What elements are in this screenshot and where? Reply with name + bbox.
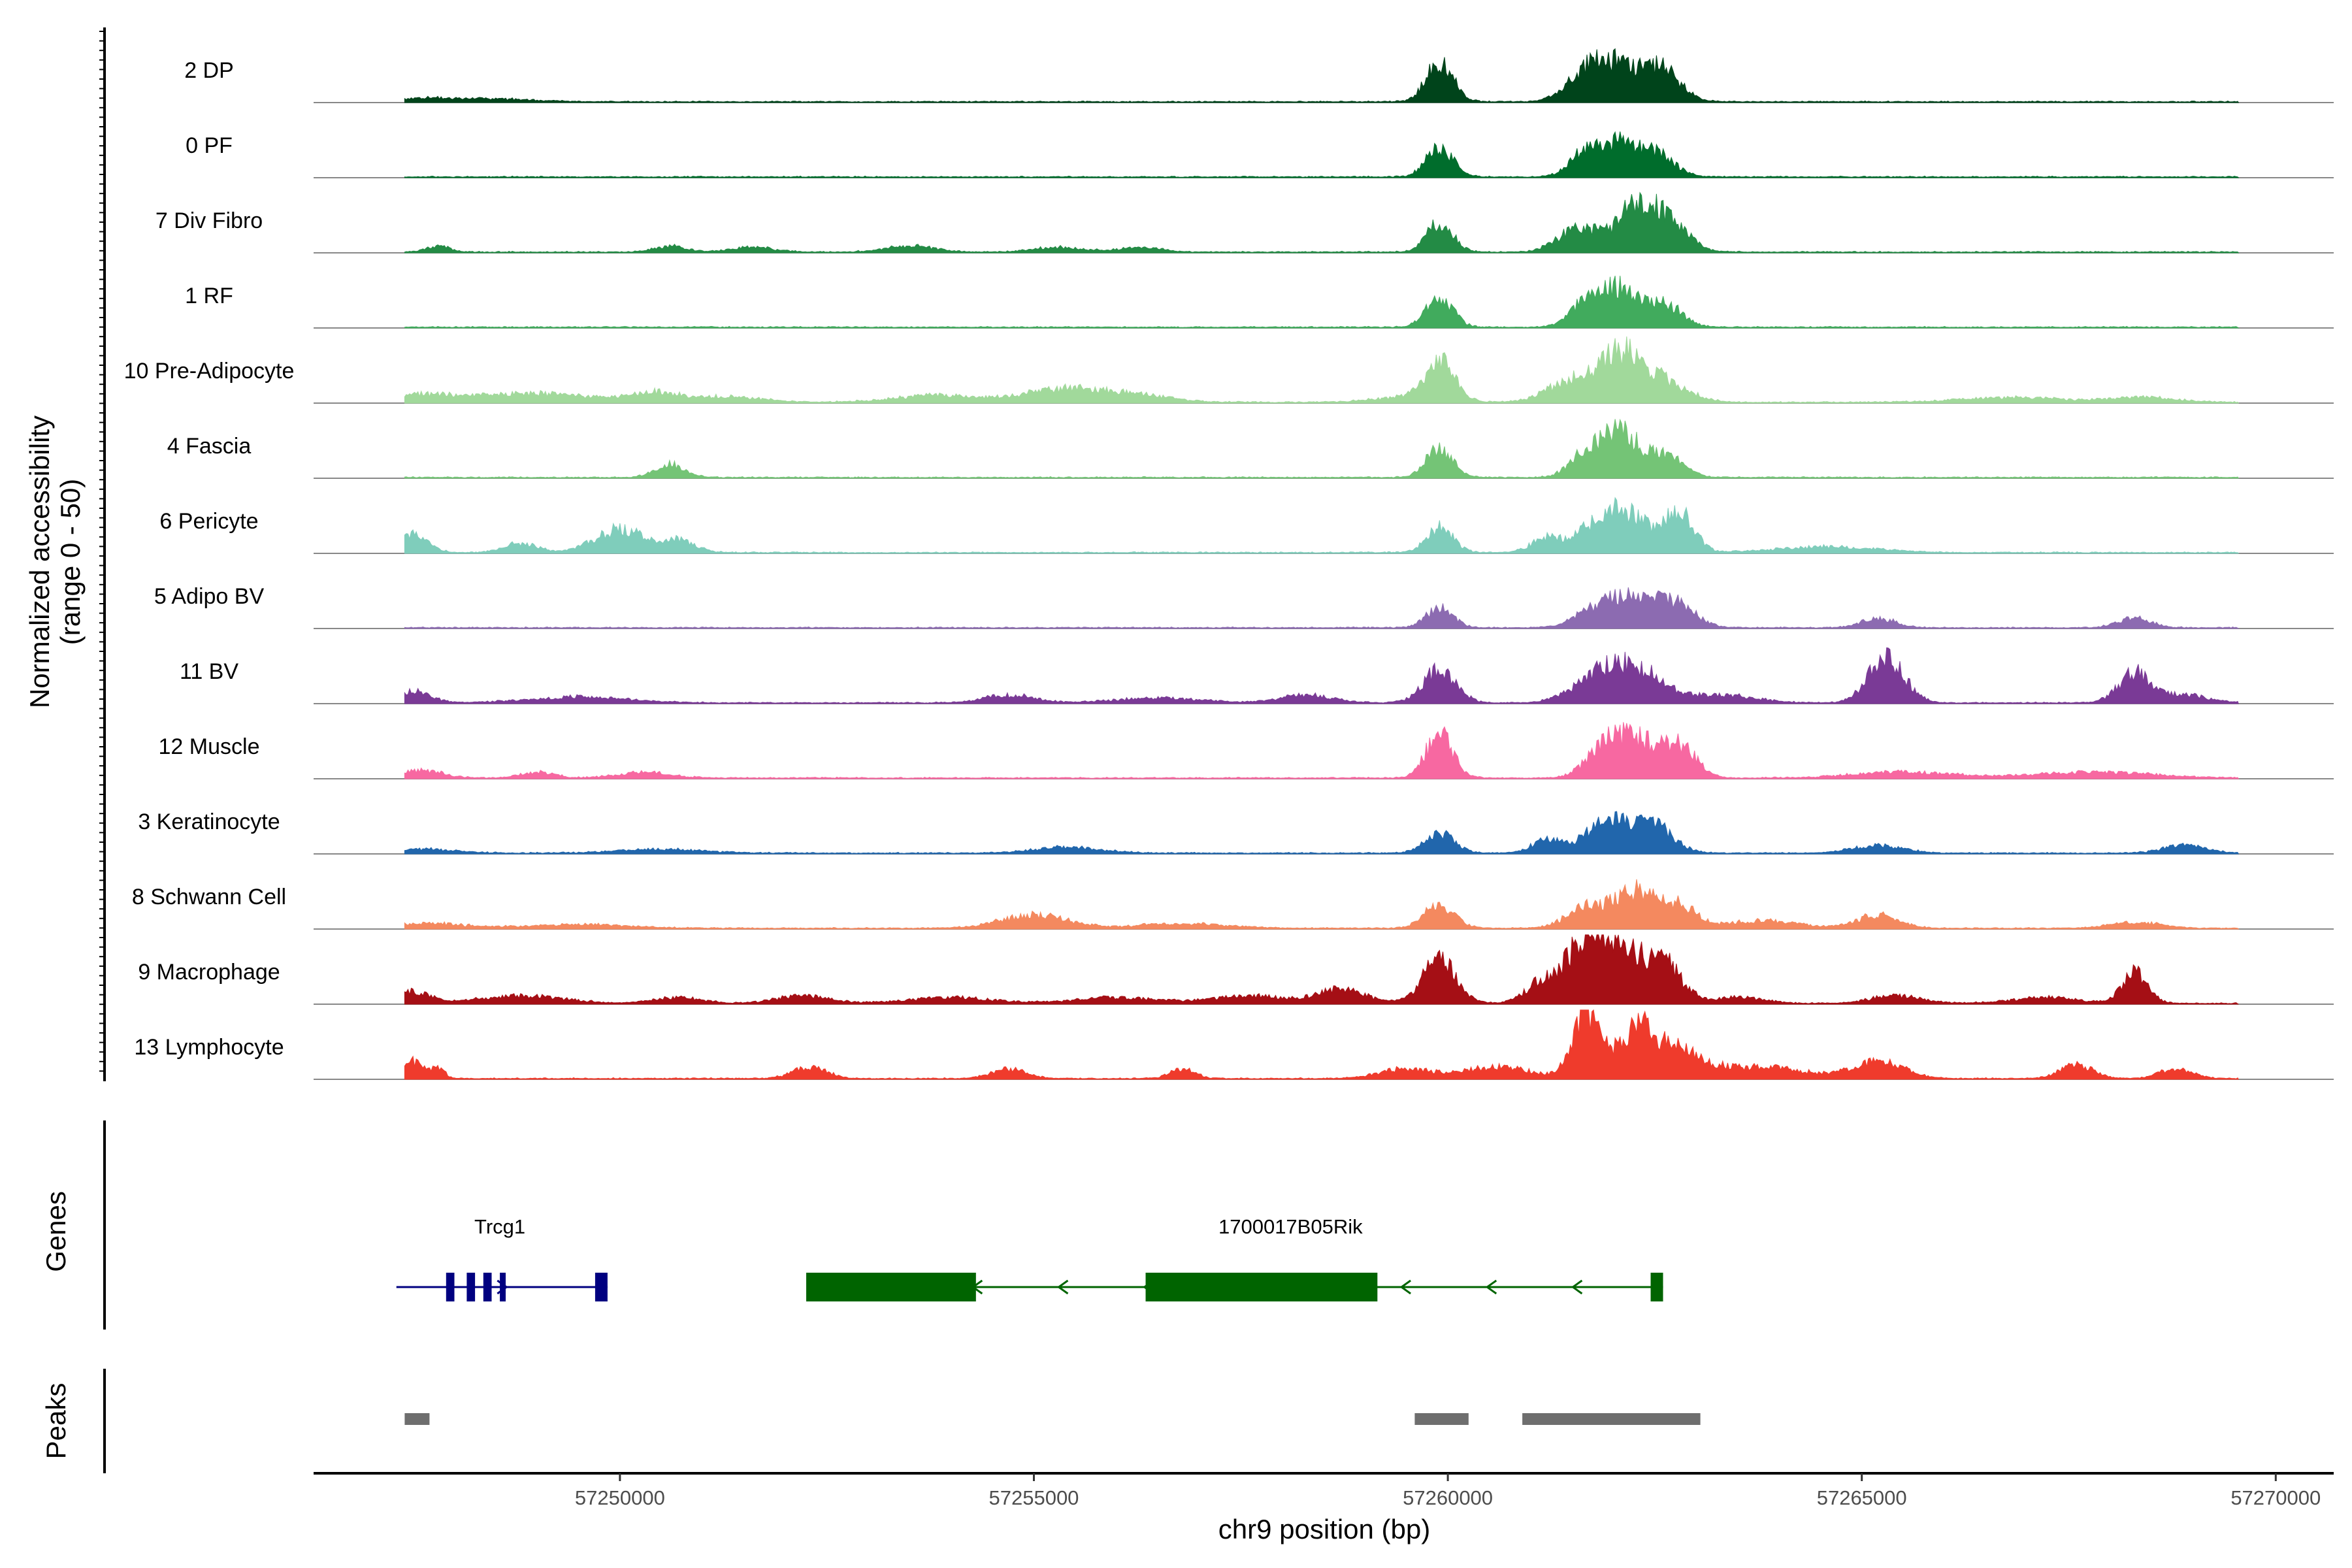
track-label: 3 Keratinocyte [138, 809, 280, 834]
track-label: 8 Schwann Cell [132, 885, 286, 909]
gene-exon [1145, 1273, 1378, 1301]
gene-exon [466, 1273, 476, 1301]
peak-region [1522, 1413, 1701, 1425]
coverage-area [404, 191, 2240, 253]
coverage-y-ticks [99, 31, 105, 1072]
track-label: 11 BV [180, 659, 238, 684]
x-tick-label: 57250000 [575, 1486, 665, 1509]
gene-label: Trcg1 [474, 1215, 525, 1238]
x-tick-label: 57270000 [2230, 1486, 2321, 1509]
coverage-area [404, 497, 2240, 554]
peaks-panel-title: Peaks [41, 1383, 71, 1460]
track-label: 0 PF [186, 133, 233, 158]
strand-arrow [1399, 1279, 1411, 1295]
coverage-area [404, 647, 2240, 704]
gene-exon [1650, 1273, 1663, 1301]
x-tick-label: 57255000 [989, 1486, 1079, 1509]
track-label: 6 Pericyte [159, 509, 258, 534]
coverage-area [404, 131, 2240, 178]
coverage-tracks [314, 48, 2334, 1080]
peak-regions [404, 1413, 1701, 1425]
track-label: 9 Macrophage [138, 960, 280, 985]
coverage-area [404, 418, 2240, 479]
gene-exon [595, 1273, 608, 1301]
strand-arrow [1485, 1279, 1497, 1295]
track-label: 13 Lymphocyte [134, 1035, 284, 1060]
strand-arrow [1571, 1279, 1583, 1295]
track-label: 4 Fascia [167, 434, 252, 459]
coverage-area [404, 276, 2240, 329]
gene-exon [500, 1273, 506, 1301]
peak-region [404, 1413, 430, 1425]
coverage-area [404, 48, 2240, 103]
genes-panel-title: Genes [41, 1191, 71, 1272]
track-label: 10 Pre-Adipocyte [124, 359, 295, 384]
gene-exon [446, 1273, 455, 1301]
coverage-area [404, 811, 2240, 855]
track-label: 1 RF [185, 284, 233, 308]
coverage-area [404, 879, 2240, 930]
y-axis-title-line1: Normalized accessibility [24, 416, 55, 708]
x-axis-ticks: 57250000 57255000 57260000 57265000 57270000 [575, 1473, 2321, 1509]
gene-annotations: Trcg1 1700017B05Rik [396, 1215, 1663, 1301]
track-label: 12 Muscle [159, 734, 260, 759]
x-tick-label: 57265000 [1817, 1486, 1907, 1509]
gene-exon [483, 1273, 492, 1301]
coverage-area [404, 1009, 2240, 1080]
track-labels: 2 DP 0 PF 7 Div Fibro 1 RF 10 Pre-Adipocyte 4… [124, 58, 295, 1060]
track-label: 2 DP [184, 58, 234, 83]
gene-label: 1700017B05Rik [1218, 1215, 1363, 1238]
x-tick-label: 57260000 [1403, 1486, 1493, 1509]
coverage-area [404, 587, 2240, 629]
coverage-area [404, 336, 2240, 404]
coverage-area [404, 934, 2239, 1005]
y-axis-title-line2: (range 0 - 50) [55, 479, 86, 645]
strand-arrow [1056, 1279, 1069, 1295]
coverage-area [404, 722, 2240, 779]
track-label: 7 Div Fibro [155, 208, 263, 233]
track-label: 5 Adipo BV [154, 584, 265, 609]
peak-region [1414, 1413, 1469, 1425]
gene-exon [806, 1273, 976, 1301]
x-axis-title: chr9 position (bp) [1218, 1514, 1431, 1544]
